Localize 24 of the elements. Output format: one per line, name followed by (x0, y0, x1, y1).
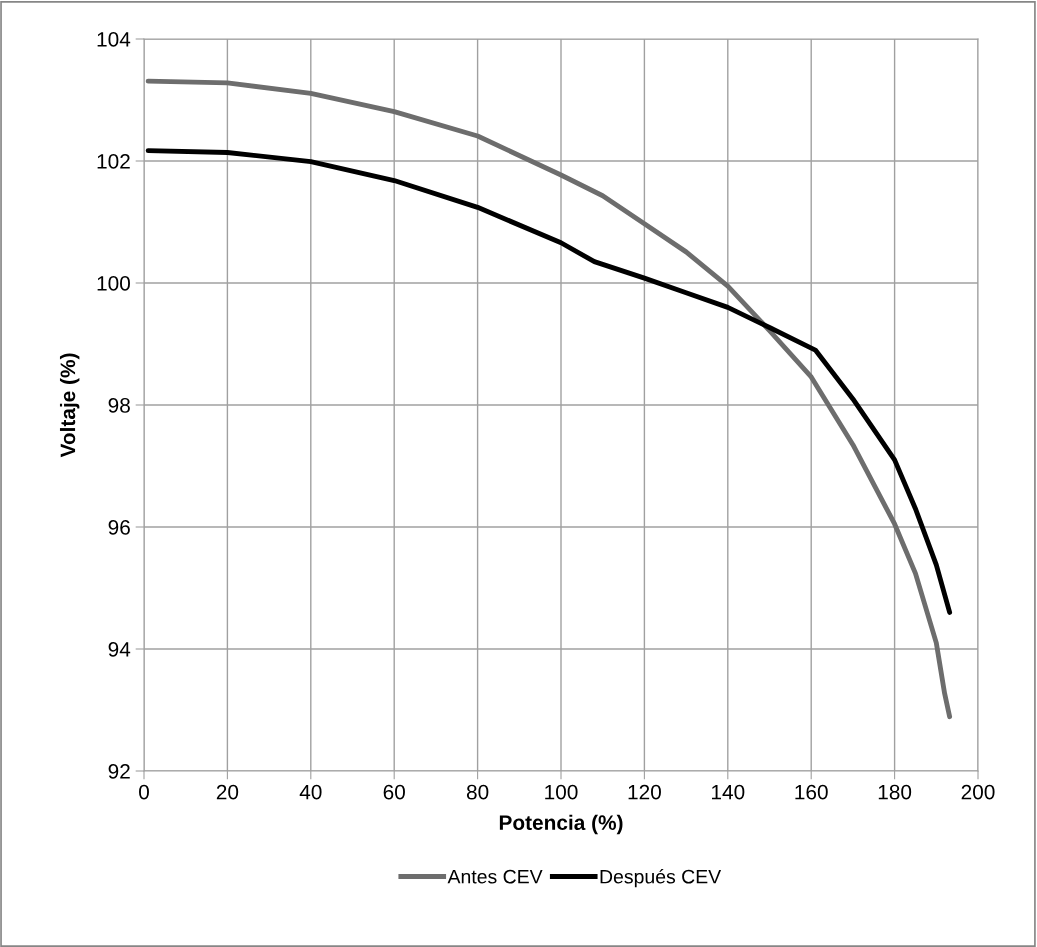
x-tick-label: 80 (466, 784, 489, 800)
x-tick-label: 100 (545, 784, 578, 800)
x-tick-label: 60 (383, 784, 405, 800)
line-series (145, 78, 953, 720)
legend-label: Antes CEV (447, 869, 543, 884)
y-tick-label: 100 (97, 276, 130, 291)
y-tick-label: 98 (108, 398, 130, 413)
y-tick-label: 94 (108, 642, 131, 657)
y-tick-label: 96 (108, 520, 130, 535)
x-tick-label: 120 (628, 784, 661, 800)
y-tick-label: 104 (97, 32, 131, 47)
y-tick-label: 92 (108, 764, 130, 779)
y-axis-title: Voltaje (%) (59, 353, 80, 458)
x-tick-label: 200 (961, 784, 995, 800)
x-tick-label: 20 (216, 784, 239, 800)
x-tick-label: 0 (139, 784, 149, 800)
legend-label: Después CEV (600, 869, 722, 888)
y-tick-label: 102 (97, 154, 130, 169)
x-tick-label: 140 (712, 784, 745, 800)
x-axis-title: Potencia (%) (499, 814, 623, 835)
x-tick-label: 40 (299, 784, 322, 800)
x-tick-label: 180 (878, 784, 912, 800)
line-series (145, 148, 953, 615)
x-tick-label: 160 (795, 784, 828, 800)
